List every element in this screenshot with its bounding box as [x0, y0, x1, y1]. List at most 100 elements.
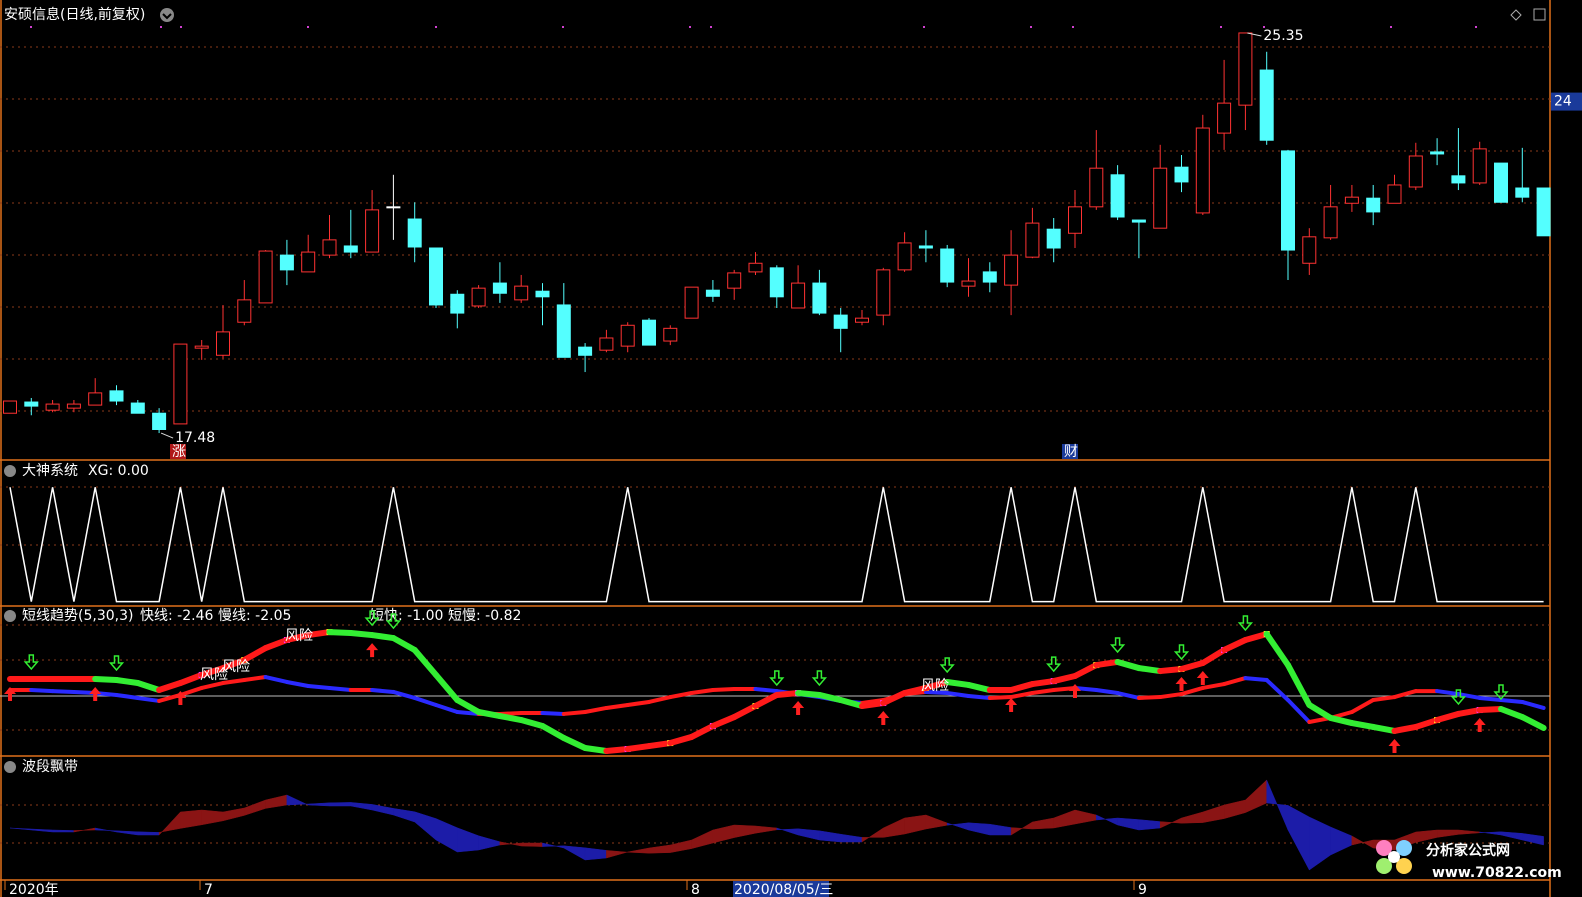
slow-segment	[263, 675, 289, 684]
badge	[170, 444, 186, 459]
candle-body	[1259, 69, 1274, 141]
marker-dot	[160, 26, 162, 28]
candle-body	[152, 412, 167, 430]
slow-segment	[1456, 692, 1482, 700]
candle-body	[620, 324, 635, 347]
fast-segment	[1285, 662, 1313, 708]
badge-label: 涨	[172, 444, 186, 460]
candle-body	[556, 304, 571, 358]
x-tick-label: 8	[691, 882, 700, 897]
watermark: 分析家公式网 www.70822.com	[1376, 840, 1562, 881]
fast-segment	[1263, 631, 1291, 669]
candle-body	[897, 242, 912, 271]
fast-segment	[944, 678, 972, 688]
slow-segment	[1435, 689, 1461, 697]
candle-body	[642, 319, 656, 346]
slow-segment	[647, 695, 673, 704]
slow-segment	[966, 694, 992, 700]
candle-body	[429, 247, 443, 306]
candle-body	[1004, 254, 1019, 286]
fast-segment	[1008, 681, 1036, 694]
candle-body	[322, 239, 337, 256]
slow-segment	[370, 688, 396, 694]
candle-body	[599, 337, 614, 351]
slow-segment	[1009, 691, 1035, 700]
candle-body	[1387, 184, 1402, 204]
fast-segment	[92, 675, 120, 684]
risk-label: 风险	[921, 678, 949, 694]
slow-segment	[178, 685, 204, 697]
candle-body	[109, 390, 124, 402]
fast-segment	[1199, 647, 1228, 667]
fast-segment	[113, 677, 141, 687]
logo-petal	[1396, 840, 1412, 856]
candle-body	[1515, 187, 1530, 198]
candle-body	[833, 314, 848, 329]
candle-body	[407, 218, 422, 248]
fast-segment	[1178, 660, 1206, 672]
fast-segment	[773, 690, 802, 698]
fast-segment	[1391, 723, 1419, 734]
x-tick-label: 7	[204, 882, 213, 897]
slow-segment	[1243, 676, 1269, 683]
fast-segment	[880, 690, 908, 707]
sell-arrow	[108, 655, 125, 672]
slow-segment	[1136, 695, 1163, 700]
pane-menu-icon[interactable]	[4, 761, 16, 773]
date-highlight	[733, 881, 829, 897]
candle-body	[1323, 206, 1338, 239]
candle-body	[1068, 206, 1082, 234]
slow-segment	[710, 686, 737, 693]
chart-title: 安硕信息(日线,前复权)	[4, 6, 145, 23]
risk-label: 风险	[285, 628, 313, 644]
pane-legend: XG: 0.00	[88, 463, 149, 479]
slow-segment	[753, 686, 779, 694]
fast-segment	[1242, 631, 1270, 644]
x-tick-label: 9	[1138, 882, 1147, 897]
candle-body	[1089, 167, 1104, 208]
slow-segment	[1286, 698, 1312, 724]
toolbar-icon[interactable]	[1510, 9, 1522, 21]
candle-body	[1494, 162, 1508, 203]
fast-segment	[1476, 706, 1504, 714]
buy-arrow	[1196, 671, 1209, 686]
candle-body	[961, 280, 976, 287]
sell-arrow	[1493, 684, 1509, 701]
marker-dot	[923, 26, 925, 28]
low-label: 17.48	[175, 430, 215, 446]
toolbar-icon[interactable]	[1533, 8, 1546, 21]
title-menu-chevron	[162, 13, 172, 20]
candle-body	[1536, 187, 1551, 237]
slow-segment	[1179, 685, 1205, 697]
slow-segment	[1392, 689, 1418, 700]
fast-segment	[1093, 658, 1121, 669]
fast-segment	[731, 703, 759, 721]
fast-segment	[262, 637, 290, 652]
candle-body	[45, 403, 60, 411]
candle-body	[1195, 127, 1210, 214]
fast-segment	[220, 657, 248, 672]
marker-dot	[307, 26, 309, 28]
candle-body	[66, 403, 81, 409]
candle-body	[1430, 151, 1445, 155]
candle-body	[471, 287, 486, 307]
badge-label: 财	[1064, 444, 1078, 460]
candle-body	[1344, 196, 1359, 204]
fast-segment	[198, 665, 226, 678]
pane-title: 大神系统	[22, 463, 78, 479]
candle-body	[365, 209, 380, 253]
fast-segment	[1370, 723, 1398, 734]
fast-segment	[1306, 701, 1334, 721]
slow-segment	[1094, 688, 1120, 696]
fast-segment	[1135, 665, 1164, 675]
pane-menu-icon[interactable]	[4, 610, 16, 622]
title-menu-icon[interactable]	[160, 8, 174, 22]
fast-segment	[1519, 714, 1547, 731]
pane-menu-icon[interactable]	[4, 465, 16, 477]
fast-segment	[496, 713, 525, 724]
sell-arrow	[1237, 615, 1254, 632]
candle-body	[450, 293, 465, 314]
fast-segment	[1029, 678, 1057, 688]
